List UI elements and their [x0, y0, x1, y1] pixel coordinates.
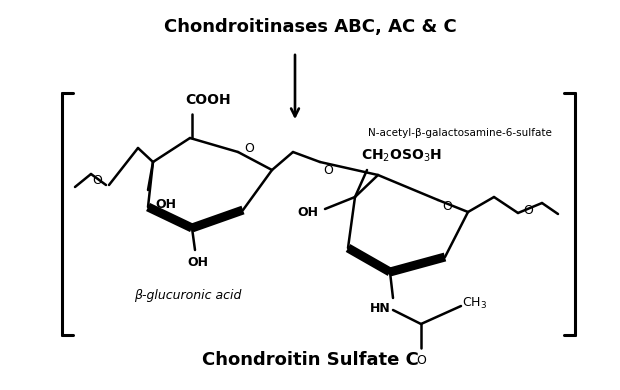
Text: CH$_2$OSO$_3$H: CH$_2$OSO$_3$H [361, 148, 443, 164]
Text: O: O [442, 200, 452, 213]
Text: HN: HN [370, 303, 391, 316]
Text: Chondroitinases ABC, AC & C: Chondroitinases ABC, AC & C [164, 18, 456, 36]
Text: Chondroitin Sulfate C: Chondroitin Sulfate C [202, 351, 418, 369]
Text: O: O [244, 142, 254, 154]
Text: OH: OH [156, 199, 177, 211]
Text: OH: OH [187, 257, 208, 269]
Text: OH: OH [298, 206, 319, 218]
Text: O: O [523, 204, 533, 218]
Text: CH$_3$: CH$_3$ [463, 296, 487, 310]
Text: β-glucuronic acid: β-glucuronic acid [135, 289, 242, 301]
Text: O: O [416, 353, 426, 367]
Text: O: O [323, 163, 333, 177]
Text: O: O [92, 174, 102, 186]
Text: N-acetyl-β-galactosamine-6-sulfate: N-acetyl-β-galactosamine-6-sulfate [368, 128, 552, 138]
Text: COOH: COOH [185, 93, 231, 107]
